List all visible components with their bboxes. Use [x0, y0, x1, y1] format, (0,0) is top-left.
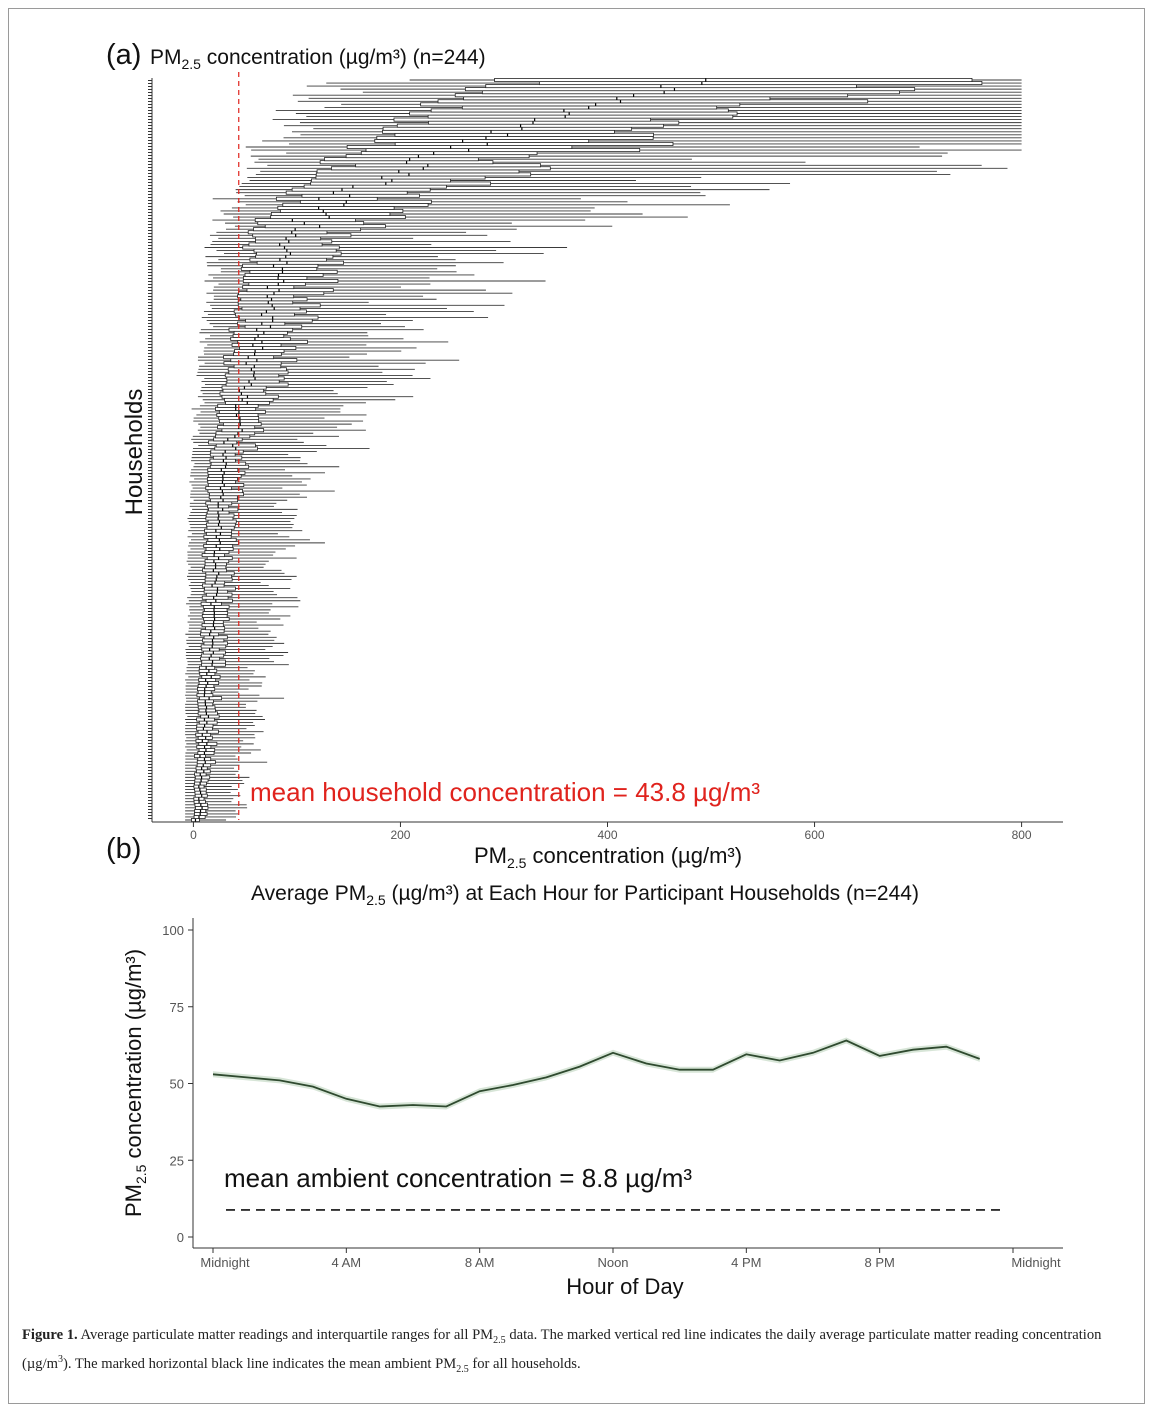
panel-b-title: Average PM2.5 (µg/m³) at Each Hour for P…: [251, 882, 919, 908]
caption-sub-2: 2.5: [456, 1363, 469, 1375]
mean-household-annotation: mean household concentration = 43.8 µg/m…: [250, 777, 760, 807]
caption-text-4: for all households.: [468, 1355, 581, 1372]
x-tick-label: Noon: [597, 1255, 628, 1270]
figure-frame: [8, 8, 1145, 1404]
x-tick-label: 8 PM: [864, 1255, 894, 1270]
panel-b-y-label: PM2.5 concentration (µg/m³): [121, 949, 149, 1217]
caption-text-2: data. The marked vertical red line indic…: [22, 1327, 1102, 1372]
y-tick-label: 100: [162, 923, 184, 938]
x-tick-label: Midnight: [200, 1255, 250, 1270]
household-boxplots: [185, 78, 1022, 823]
household-box: [494, 78, 973, 83]
y-tick-label: 25: [170, 1153, 184, 1168]
figure-caption: Figure 1. Average particulate matter rea…: [22, 1326, 1132, 1379]
hourly-average-line: [212, 1039, 981, 1108]
panel-b-y-ticks: 0 25 50 75 100: [162, 923, 193, 1245]
x-tick-label: 4 AM: [332, 1255, 362, 1270]
panel-a-letter: (a): [106, 39, 141, 71]
caption-label: Figure 1.: [22, 1327, 78, 1343]
caption-sup: 3: [57, 1353, 63, 1365]
x-tick-label: 0: [190, 828, 197, 842]
y-tick-label: 75: [170, 1000, 184, 1015]
x-tick-label: 4 PM: [731, 1255, 761, 1270]
x-tick-label: 200: [390, 828, 410, 842]
caption-text-1: Average particulate matter readings and …: [77, 1327, 494, 1343]
panel-a-x-ticks: 0 200 400 600 800: [190, 822, 1032, 842]
panel-b-x-ticks: Midnight 4 AM 8 AM Noon 4 PM 8 PM Midnight: [200, 1248, 1061, 1270]
panel-b-x-label: Hour of Day: [566, 1274, 683, 1299]
panel-b-letter: (b): [106, 833, 141, 865]
x-tick-label: 800: [1012, 828, 1032, 842]
caption-text-3: ). The marked horizontal black line indi…: [62, 1355, 457, 1372]
y-tick-label: 50: [170, 1077, 184, 1092]
caption-sub-1: 2.5: [493, 1334, 506, 1346]
x-tick-label: 400: [597, 828, 617, 842]
figure-svg: (a) PM2.5 concentration (µg/m³) (n=244) …: [106, 39, 1063, 1299]
x-tick-label: 8 AM: [465, 1255, 495, 1270]
x-tick-label: Midnight: [1011, 1255, 1061, 1270]
panel-a-y-label: Households: [121, 389, 148, 516]
panel-a-x-label: PM2.5 concentration (µg/m³): [474, 843, 742, 871]
mean-ambient-annotation: mean ambient concentration = 8.8 µg/m³: [224, 1163, 692, 1193]
panel-a-title: PM2.5 concentration (µg/m³) (n=244): [150, 46, 486, 72]
y-tick-label: 0: [177, 1230, 184, 1245]
x-tick-label: 600: [805, 828, 825, 842]
